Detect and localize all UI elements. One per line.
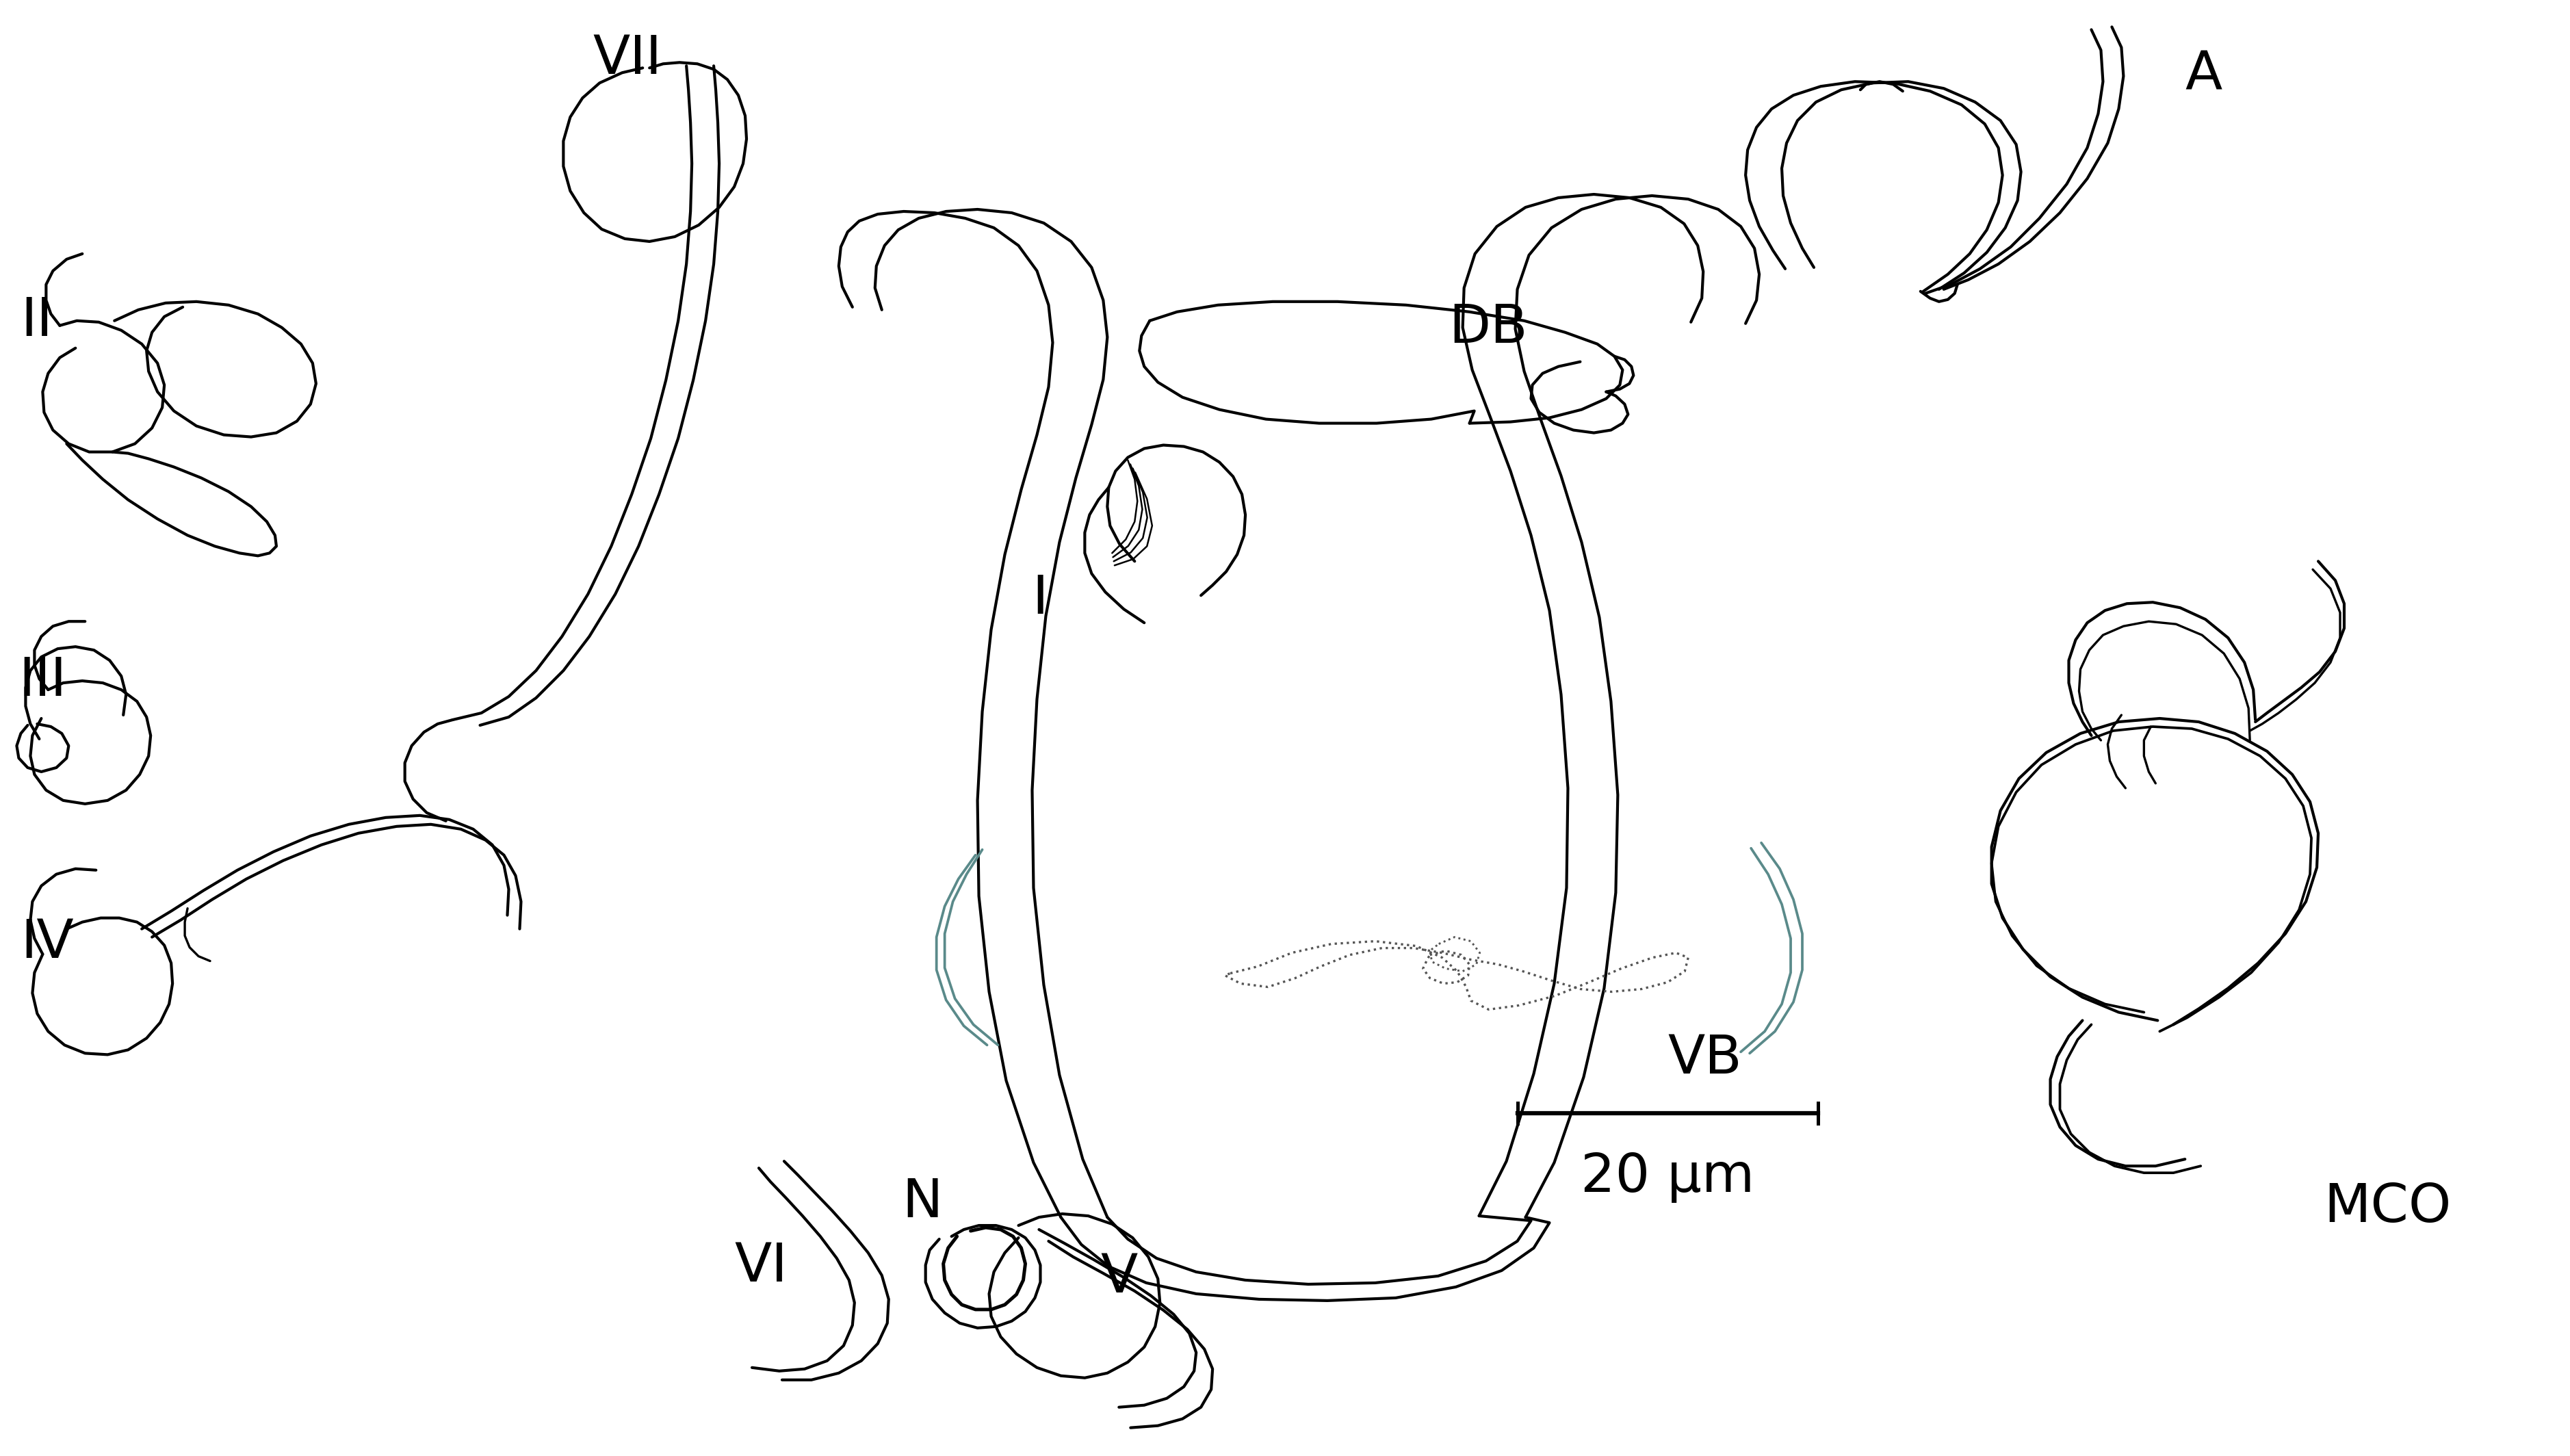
Text: V: V (1100, 1251, 1139, 1303)
Text: VI: VI (735, 1241, 786, 1293)
Text: N: N (902, 1176, 943, 1229)
Text: 20 μm: 20 μm (1581, 1152, 1755, 1203)
Text: DB: DB (1449, 301, 1529, 354)
Text: III: III (18, 655, 67, 706)
Text: A: A (2184, 48, 2223, 100)
Text: IV: IV (21, 917, 75, 968)
Text: VII: VII (594, 33, 663, 84)
Text: VB: VB (1668, 1032, 1742, 1085)
Text: I: I (1033, 572, 1049, 625)
Text: MCO: MCO (2323, 1181, 2452, 1233)
Text: II: II (21, 294, 54, 347)
